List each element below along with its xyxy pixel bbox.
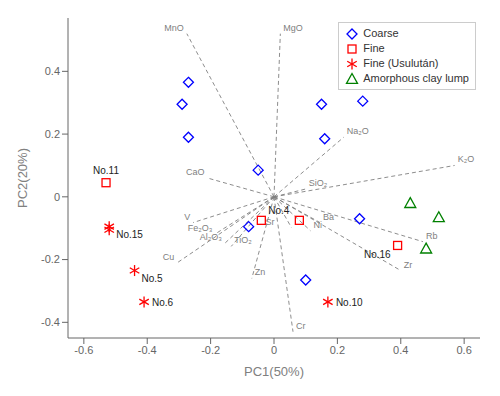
svg-text:TiO₂: TiO₂	[234, 235, 252, 245]
svg-text:Al₂O₃: Al₂O₃	[200, 232, 222, 242]
svg-text:V: V	[184, 212, 190, 222]
html-text:Fine (Usulután): Fine (Usulután)	[363, 57, 439, 69]
svg-text:Cr: Cr	[296, 321, 306, 331]
svg-text:Zn: Zn	[255, 267, 266, 277]
svg-text:-0.2: -0.2	[201, 344, 220, 356]
svg-text:0.2: 0.2	[45, 128, 60, 140]
svg-text:Ni: Ni	[313, 220, 322, 230]
svg-text:CaO: CaO	[186, 167, 205, 177]
svg-text:No.4: No.4	[268, 205, 290, 216]
svg-text:-0.4: -0.4	[41, 316, 60, 328]
svg-text:0: 0	[271, 344, 277, 356]
svg-text:0: 0	[54, 191, 60, 203]
svg-text:MgO: MgO	[283, 23, 303, 33]
svg-text:MnO: MnO	[164, 23, 184, 33]
svg-text:Na₂O: Na₂O	[347, 126, 369, 136]
svg-text:No.11: No.11	[93, 165, 119, 176]
svg-text:0.6: 0.6	[457, 344, 472, 356]
svg-text:Cu: Cu	[163, 252, 175, 262]
svg-text:Zr: Zr	[404, 260, 413, 270]
html-text:Amorphous clay lump: Amorphous clay lump	[363, 72, 469, 84]
svg-text:PC1(50%): PC1(50%)	[244, 364, 304, 379]
svg-text:Fe₂O₃: Fe₂O₃	[187, 222, 213, 233]
svg-text:-0.6: -0.6	[74, 344, 93, 356]
svg-text:No.6: No.6	[152, 297, 174, 308]
svg-text:No.15: No.15	[116, 229, 143, 240]
svg-text:SiO₂: SiO₂	[309, 178, 328, 188]
svg-text:0.4: 0.4	[45, 65, 60, 77]
html-text:Coarse: Coarse	[363, 27, 399, 39]
svg-text:No.16: No.16	[364, 249, 391, 260]
html-text:Fine: Fine	[363, 42, 385, 54]
svg-text:K₂O: K₂O	[458, 154, 475, 164]
svg-text:0.2: 0.2	[330, 344, 345, 356]
svg-text:No.10: No.10	[336, 297, 363, 308]
svg-text:-0.4: -0.4	[138, 344, 157, 356]
svg-text:PC2(20%): PC2(20%)	[15, 148, 30, 208]
svg-text:Rb: Rb	[426, 231, 438, 241]
svg-text:0.4: 0.4	[393, 344, 408, 356]
svg-text:No.5: No.5	[142, 273, 164, 284]
svg-text:Ba: Ba	[323, 212, 334, 222]
svg-text:-0.2: -0.2	[41, 253, 60, 265]
svg-text:Sr: Sr	[265, 217, 274, 227]
